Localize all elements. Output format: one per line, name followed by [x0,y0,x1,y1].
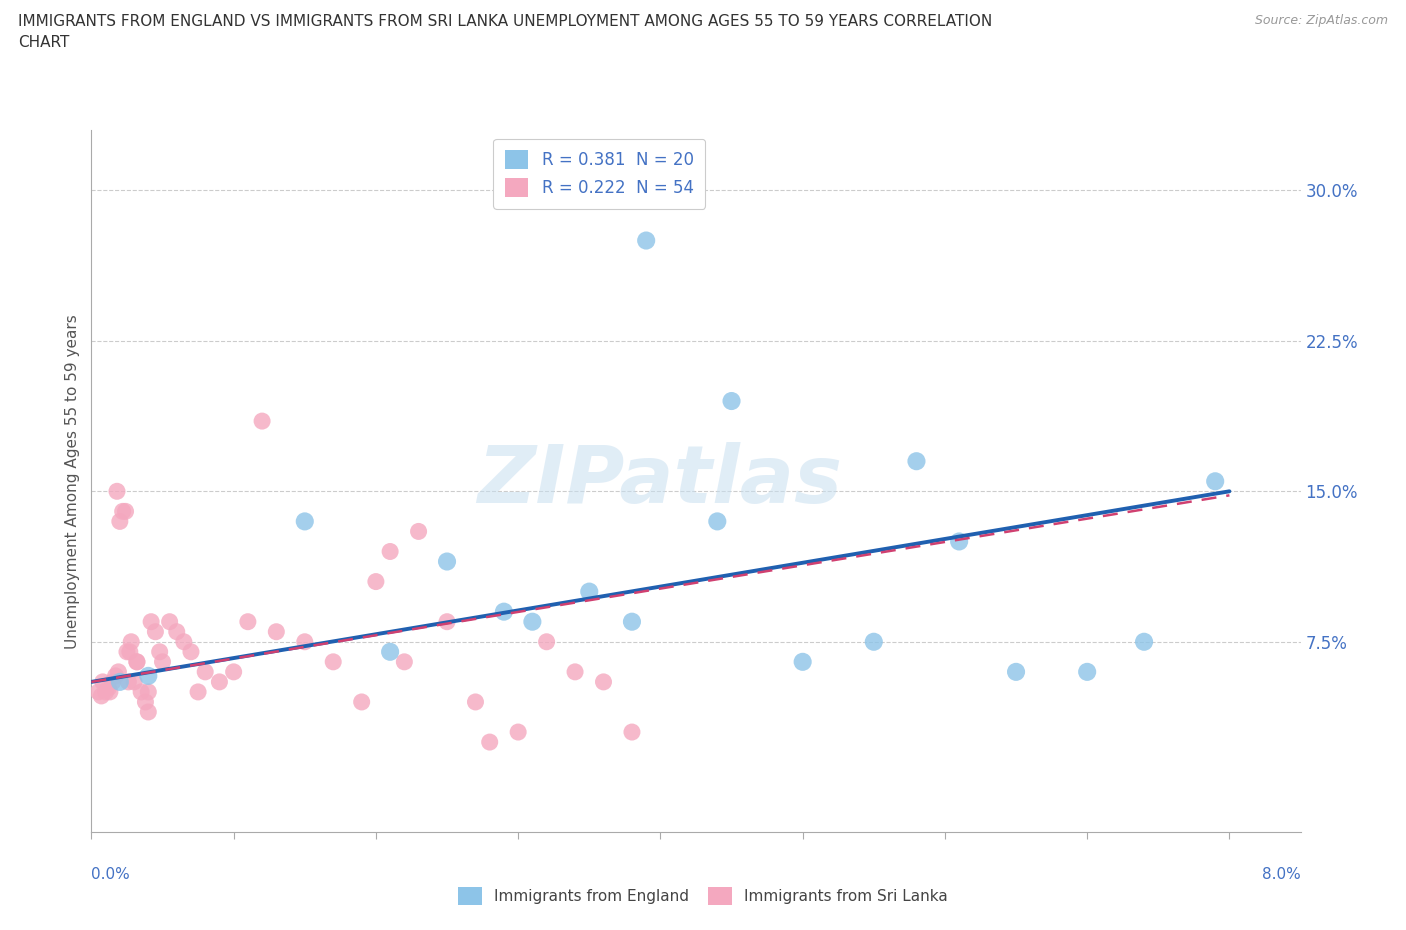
Point [1005,664,1028,679]
Point [236,614,259,629]
Point [294,514,316,529]
Point [792,655,814,670]
Point [145,624,167,639]
Point [294,634,316,649]
Point [508,724,530,739]
Point [129,684,152,699]
Point [522,614,544,629]
Point [117,674,139,689]
Point [108,514,131,529]
Point [948,534,970,549]
Point [173,634,195,649]
Point [107,664,129,679]
Point [149,644,172,659]
Point [578,584,600,599]
Point [564,664,586,679]
Text: Source: ZipAtlas.com: Source: ZipAtlas.com [1254,14,1388,27]
Text: ZIPatlas: ZIPatlas [477,443,842,520]
Point [108,674,131,689]
Point [159,614,181,629]
Text: 8.0%: 8.0% [1261,867,1301,882]
Point [136,684,159,699]
Point [90,688,112,703]
Point [122,674,145,689]
Legend: R = 0.381  N = 20, R = 0.222  N = 54: R = 0.381 N = 20, R = 0.222 N = 54 [494,139,706,208]
Point [136,705,159,720]
Point [620,724,643,739]
Point [115,644,138,659]
Point [134,695,156,710]
Point [536,634,558,649]
Point [111,504,134,519]
Point [125,655,148,670]
Point [114,504,136,519]
Point [436,614,458,629]
Point [152,655,174,670]
Point [1076,664,1098,679]
Point [101,674,124,689]
Y-axis label: Unemployment Among Ages 55 to 59 years: Unemployment Among Ages 55 to 59 years [65,314,80,648]
Point [250,414,273,429]
Point [350,695,373,710]
Point [408,524,430,538]
Point [180,644,202,659]
Point [862,634,884,649]
Point [436,554,458,569]
Point [636,233,658,248]
Point [166,624,188,639]
Point [125,655,148,670]
Point [97,681,120,696]
Point [592,674,614,689]
Text: CHART: CHART [18,35,70,50]
Point [98,684,121,699]
Point [87,684,110,699]
Point [120,634,142,649]
Point [105,484,128,498]
Point [720,393,742,408]
Point [104,669,127,684]
Point [478,735,501,750]
Point [464,695,486,710]
Point [266,624,288,639]
Point [394,655,416,670]
Point [1133,634,1156,649]
Point [94,684,117,699]
Point [364,574,387,589]
Point [1204,474,1226,489]
Point [187,684,209,699]
Point [706,514,728,529]
Point [91,674,114,689]
Point [194,664,217,679]
Point [118,644,141,659]
Point [492,604,515,619]
Point [378,644,401,659]
Text: IMMIGRANTS FROM ENGLAND VS IMMIGRANTS FROM SRI LANKA UNEMPLOYMENT AMONG AGES 55 : IMMIGRANTS FROM ENGLAND VS IMMIGRANTS FR… [18,14,993,29]
Point [208,674,231,689]
Point [222,664,245,679]
Point [322,655,344,670]
Point [620,614,643,629]
Point [139,614,162,629]
Legend: Immigrants from England, Immigrants from Sri Lanka: Immigrants from England, Immigrants from… [451,882,955,911]
Point [136,669,159,684]
Point [905,454,928,469]
Point [378,544,401,559]
Text: 0.0%: 0.0% [91,867,131,882]
